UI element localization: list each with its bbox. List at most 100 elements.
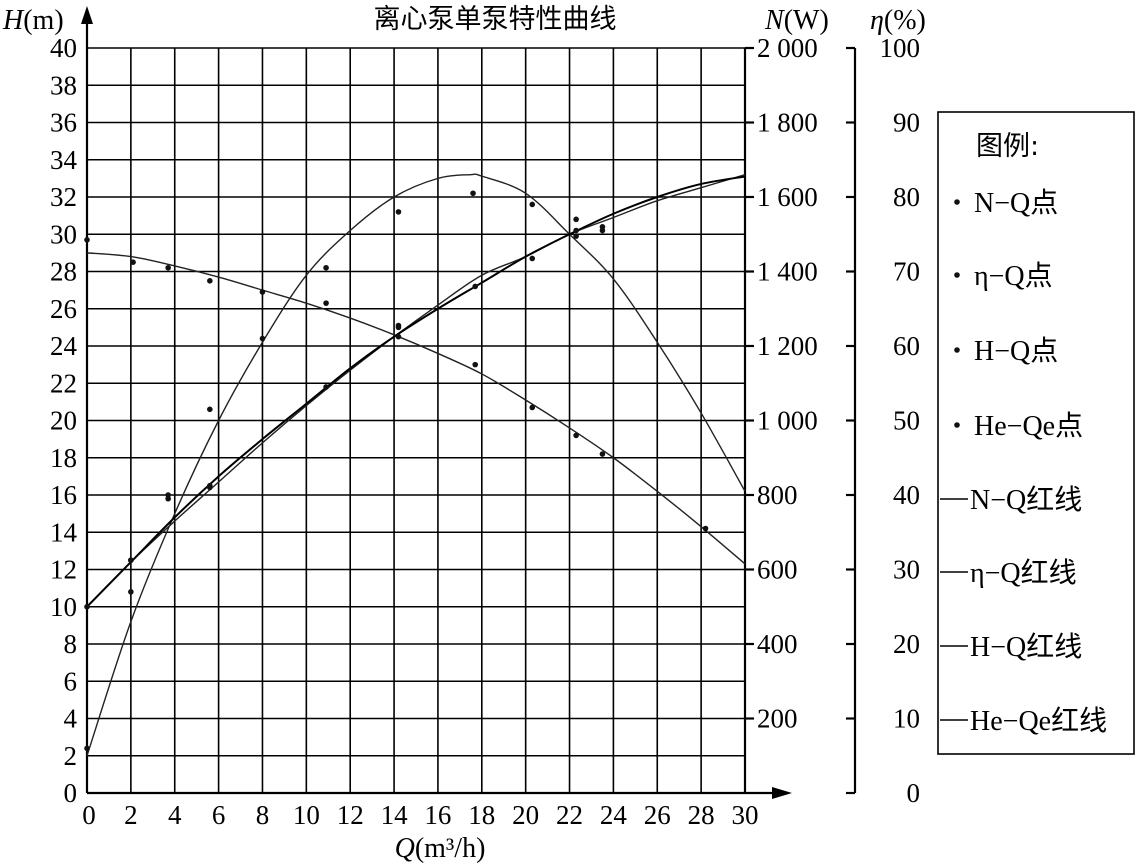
x-axis-var: Q — [395, 833, 415, 864]
y-tick-label-eta: 20 — [893, 629, 920, 659]
y-tick-label-h: 10 — [50, 592, 77, 622]
point-he-qe — [207, 482, 213, 489]
x-tick-label: 10 — [293, 800, 320, 830]
legend-marker-point — [954, 272, 960, 278]
y-tick-label-h: 34 — [50, 145, 78, 175]
legend-item-label: He−Qe点 — [974, 411, 1083, 442]
legend-title: 图例: — [976, 131, 1039, 162]
point-n-q — [573, 233, 579, 239]
point-eta-q — [84, 745, 90, 752]
legend-marker-point — [954, 347, 960, 353]
point-he-qe — [128, 557, 134, 563]
y-tick-label-n: 1 200 — [757, 331, 818, 361]
point-h-q — [165, 264, 171, 271]
y-tick-label-h: 18 — [50, 443, 77, 473]
chart-title: 离心泵单泵特性曲线 — [374, 4, 617, 35]
y-tick-label-n: 2 000 — [757, 33, 818, 63]
x-tick-label: 0 — [82, 800, 96, 830]
legend: 图例: N−Q点 η−Q点 H−Q点 He−Qe点 N−Q红线 η−Q红线 H−Q红线 He−… — [937, 111, 1135, 755]
point-h-q — [259, 289, 266, 295]
y-tick-label-h: 24 — [50, 331, 78, 361]
x-tick-label: 12 — [337, 800, 364, 830]
y-tick-label-h: 14 — [50, 517, 78, 547]
curve-h-q — [86, 252, 746, 565]
y-axis-h-arrow — [81, 6, 93, 24]
y-tick-label-eta: 0 — [907, 778, 921, 808]
y-tick-label-h: 30 — [50, 219, 77, 249]
legend-item-label: He−Qe红线 — [970, 705, 1107, 737]
point-n-q — [165, 495, 171, 502]
y-tick-label-h: 40 — [50, 33, 77, 63]
y-tick-label-eta: 50 — [893, 406, 920, 436]
legend-box — [937, 111, 1135, 755]
y-tick-label-h: 6 — [64, 666, 78, 696]
y-tick-label-n: 1 600 — [757, 182, 818, 212]
point-h-q — [395, 324, 402, 331]
y-tick-label-h: 38 — [50, 70, 77, 100]
legend-item-label: H−Q点 — [974, 336, 1058, 367]
grid — [87, 47, 746, 793]
y-tick-label-n: 200 — [757, 704, 798, 734]
y-tick-label-n: 1 000 — [757, 406, 818, 436]
y-axis-eta-unit: (%) — [884, 5, 926, 36]
y-tick-label-h: 2 — [64, 741, 78, 771]
y-axis-h-var: H — [2, 5, 25, 36]
y-tick-label-h: 0 — [64, 778, 78, 808]
curve-n-q — [86, 173, 746, 608]
y-tick-label-n: 600 — [757, 555, 798, 585]
y-tick-label-h: 28 — [50, 257, 77, 287]
legend-item-label: η−Q点 — [974, 261, 1053, 292]
y-tick-label-eta: 90 — [893, 108, 920, 138]
point-h-q — [472, 361, 479, 368]
point-n-q — [472, 283, 479, 290]
curves — [86, 173, 746, 756]
legend-items: N−Q点 η−Q点 H−Q点 He−Qe点 N−Q红线 η−Q红线 H−Q红线 He−Qe红线 — [940, 188, 1107, 737]
y-tick-label-eta: 40 — [893, 480, 920, 510]
y-axis-n-title: N(W) — [764, 5, 829, 36]
x-tick-label: 28 — [688, 800, 715, 830]
y-tick-label-h: 22 — [50, 368, 77, 398]
y-tick-label-h: 12 — [50, 555, 77, 585]
y-tick-label-eta: 100 — [880, 33, 921, 63]
legend-item-label: η−Q红线 — [970, 557, 1077, 589]
point-eta-q — [128, 589, 134, 595]
point-h-q — [207, 278, 213, 284]
point-h-q — [84, 237, 90, 243]
y-tick-label-n: 800 — [757, 480, 798, 510]
point-he-qe — [573, 227, 579, 234]
axes — [81, 6, 857, 799]
x-tick-label: 26 — [644, 800, 671, 830]
y-axis-n-unit: (W) — [784, 5, 829, 36]
point-eta-q — [529, 201, 536, 208]
y-axis-h-unit: (m) — [23, 5, 63, 36]
point-n-q — [323, 384, 329, 390]
y-tick-label-h: 36 — [50, 108, 77, 138]
point-eta-q — [395, 209, 402, 215]
x-tick-label: 18 — [468, 800, 495, 830]
curve-eta-q — [86, 173, 746, 756]
legend-item-label: H−Q红线 — [970, 631, 1082, 663]
y-tick-label-eta: 80 — [893, 182, 920, 212]
point-eta-q — [470, 190, 476, 197]
x-tick-label: 16 — [424, 800, 451, 830]
y-tick-label-h: 26 — [50, 294, 77, 324]
x-tick-label: 24 — [600, 800, 628, 830]
point-h-q — [573, 432, 579, 439]
point-eta-q — [323, 264, 329, 271]
point-he-qe — [84, 603, 90, 610]
y-tick-label-n: 1 400 — [757, 257, 818, 287]
point-h-q — [529, 404, 536, 411]
x-tick-label: 6 — [212, 800, 226, 830]
curve-he-qe — [86, 175, 746, 608]
y-tick-label-h: 16 — [50, 480, 77, 510]
point-h-q — [323, 300, 329, 306]
legend-marker-point — [954, 422, 960, 428]
y-axis-n-var: N — [764, 5, 785, 36]
x-tick-label: 22 — [556, 800, 583, 830]
point-h-q — [130, 259, 136, 265]
x-axis-arrow — [772, 787, 792, 799]
point-h-q — [702, 525, 709, 532]
x-tick-label: 30 — [732, 800, 759, 830]
